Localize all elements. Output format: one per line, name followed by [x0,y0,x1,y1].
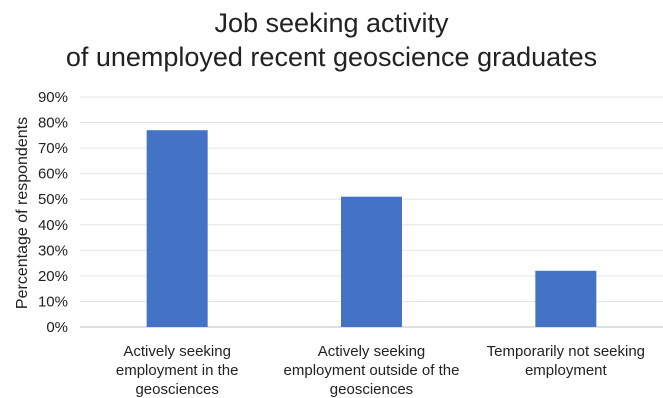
bar [341,196,402,327]
x-category-label: Actively seeking employment outside of th… [284,343,460,398]
y-tick-label: 20% [38,268,68,285]
x-category-label-line: Actively seeking [123,343,231,360]
x-category-label-line: Temporarily not seeking [487,343,645,360]
x-category-label: Actively seeking employment in the geoscie… [116,343,239,398]
y-tick-labels: 0% 10% 20% 30% 40% 50% 60% 70% 80% 90% [38,89,68,336]
x-category-label: Temporarily not seeking employment [487,343,645,379]
y-tick-label: 60% [38,166,68,183]
y-tick-label: 40% [38,217,68,234]
bars [146,130,597,327]
y-tick-label: 90% [38,89,68,106]
chart-title-line-2: of unemployed recent geoscience graduate… [65,42,598,72]
x-category-label-line: Actively seeking [318,343,426,360]
x-category-label-line: employment outside of the [284,362,460,379]
y-axis-title: Percentage of respondents [14,117,31,309]
y-tick-label: 80% [38,115,68,132]
x-category-labels: Actively seeking employment in the geoscie… [116,343,645,398]
bar [146,130,208,327]
y-tick-label: 10% [38,293,68,310]
y-tick-label: 50% [38,191,68,208]
chart-title-line-1: Job seeking activity [214,8,449,38]
y-tick-label: 70% [38,140,68,157]
y-tick-label: 30% [38,242,68,259]
bar [535,270,597,327]
x-category-label-line: employment in the [116,362,239,379]
x-category-label-line: employment [525,362,608,379]
y-tick-label: 0% [46,319,68,336]
x-category-label-line: geosciences [135,381,218,398]
x-category-label-line: geosciences [330,381,413,398]
